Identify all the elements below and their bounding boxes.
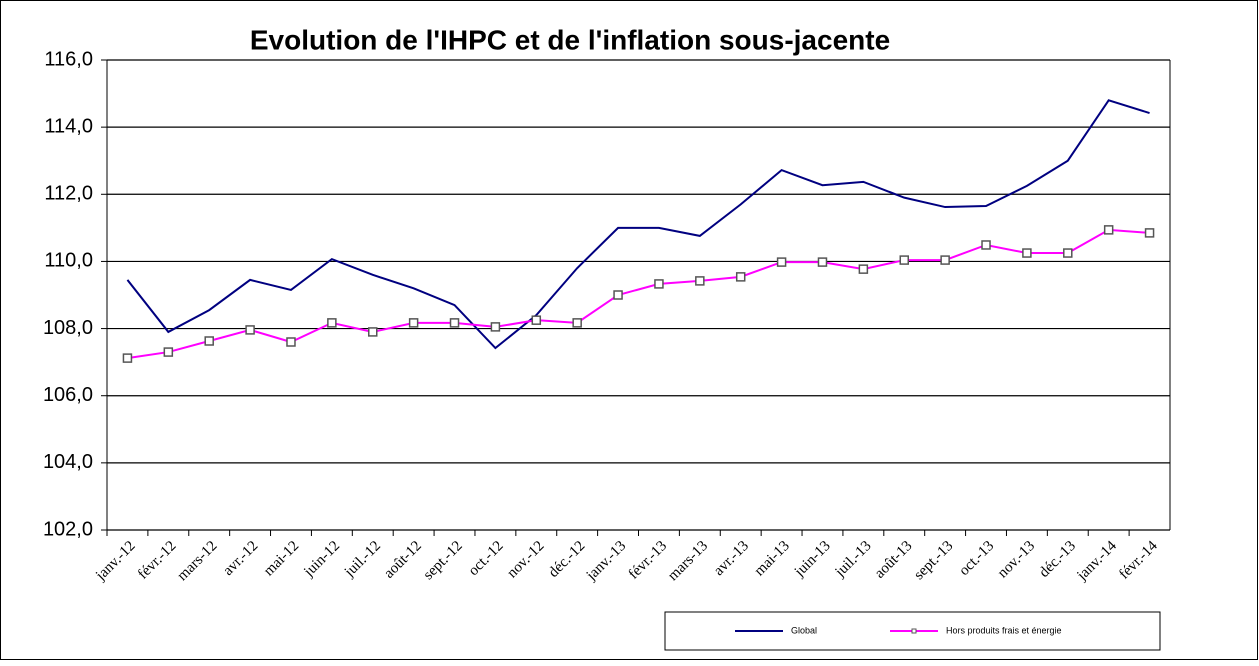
point-marker (449, 318, 460, 328)
point-marker (981, 240, 991, 250)
point-marker (899, 255, 909, 265)
point-marker (163, 347, 174, 357)
y-tick-label: 116,0 (44, 48, 93, 70)
point-marker (204, 336, 214, 346)
point-marker (368, 327, 378, 337)
point-marker (735, 272, 746, 282)
point-marker (531, 315, 542, 325)
point-marker (613, 290, 623, 300)
legend-label: Hors produits frais et énergie (946, 625, 1062, 635)
point-marker (776, 257, 787, 267)
point-marker (817, 257, 828, 267)
point-marker (1103, 225, 1114, 235)
y-tick-label: 110,0 (44, 250, 93, 272)
y-tick-label: 114,0 (44, 115, 93, 137)
y-tick-label: 102,0 (43, 518, 93, 540)
point-marker (408, 318, 419, 328)
point-marker (695, 276, 705, 286)
legend-marker (911, 628, 917, 634)
point-marker (245, 325, 255, 335)
y-tick-label: 106,0 (43, 384, 93, 406)
y-tick-label: 112,0 (44, 183, 93, 205)
chart-title: Evolution de l'IHPC et de l'inflation so… (250, 24, 890, 55)
point-marker (858, 264, 869, 274)
point-marker (327, 318, 337, 328)
series-line (126, 99, 1150, 350)
series-line (127, 228, 1150, 360)
point-marker (940, 255, 950, 265)
y-tick-label: 104,0 (43, 451, 93, 473)
point-marker (654, 279, 664, 289)
y-tick-label: 108,0 (43, 317, 93, 339)
point-marker (122, 353, 133, 363)
legend-label: Global (791, 625, 817, 635)
point-marker (1063, 248, 1073, 258)
point-marker (1144, 228, 1155, 238)
point-marker (490, 322, 501, 332)
point-marker (1022, 248, 1032, 258)
point-marker (286, 337, 296, 347)
point-marker (572, 318, 582, 328)
